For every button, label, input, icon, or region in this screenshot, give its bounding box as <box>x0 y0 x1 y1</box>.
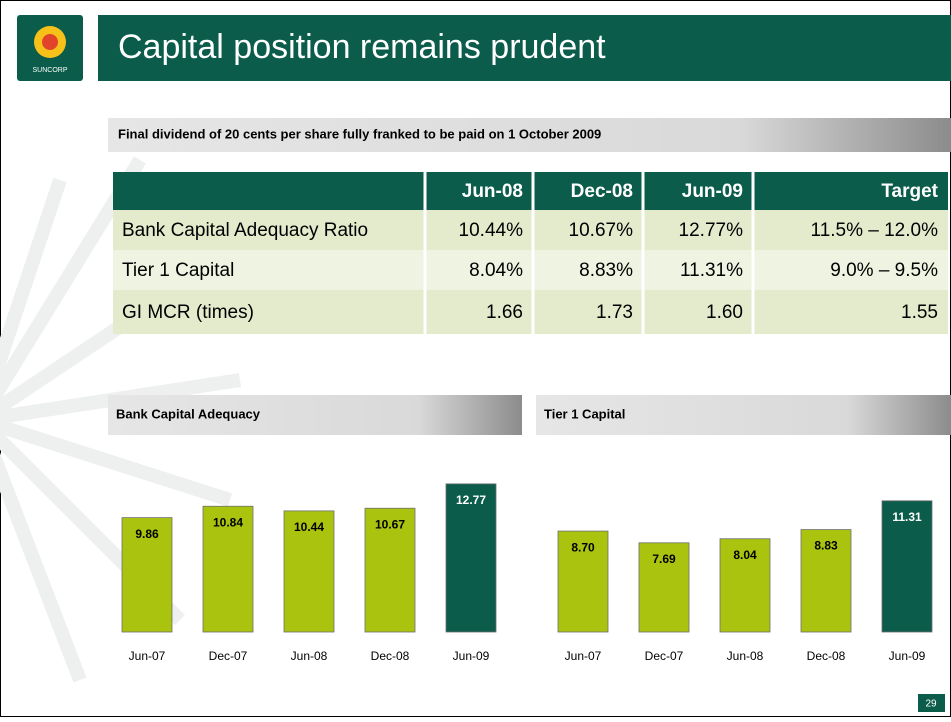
data-label: 10.44 <box>294 520 324 534</box>
chart-title: Bank Capital Adequacy <box>116 406 261 421</box>
table-cell: 10.67% <box>569 220 634 241</box>
table-cell: 11.31% <box>680 260 743 281</box>
x-tick-label: Dec-07 <box>209 649 248 663</box>
table-cell: 11.5% – 12.0% <box>811 220 939 241</box>
table-cell: 8.83% <box>579 260 633 281</box>
x-tick-label: Dec-08 <box>807 649 846 663</box>
x-tick-label: Jun-08 <box>291 649 328 663</box>
table-cell: 9.0% – 9.5% <box>830 260 938 281</box>
table-cell: 1.73 <box>596 302 633 323</box>
column-header: Jun-09 <box>682 181 743 202</box>
data-label: 8.70 <box>571 540 595 554</box>
title: Capital position remains prudent <box>118 28 606 66</box>
data-label: 12.77 <box>456 493 486 507</box>
x-tick-label: Jun-08 <box>727 649 764 663</box>
page-number: 29 <box>925 699 937 710</box>
table-cell: 1.55 <box>901 302 938 323</box>
table-cell: 1.66 <box>486 302 523 323</box>
table-header-row <box>113 172 948 210</box>
column-header: Dec-08 <box>571 181 633 202</box>
x-tick-label: Jun-07 <box>129 649 166 663</box>
table-cell: 12.77% <box>679 220 744 241</box>
table-cell: 8.04% <box>469 260 523 281</box>
x-tick-label: Dec-08 <box>371 649 410 663</box>
row-label: Tier 1 Capital <box>122 260 234 281</box>
logo-icon-center <box>42 34 58 50</box>
data-label: 8.83 <box>814 539 838 553</box>
data-label: 7.69 <box>652 552 676 566</box>
chart-title: Tier 1 Capital <box>544 406 625 421</box>
table-cell: 1.60 <box>706 302 743 323</box>
data-label: 10.84 <box>213 515 243 529</box>
data-label: 9.86 <box>135 527 159 541</box>
x-tick-label: Jun-09 <box>453 649 490 663</box>
column-header: Target <box>881 181 938 202</box>
x-tick-label: Jun-09 <box>889 649 926 663</box>
data-label: 11.31 <box>892 510 922 524</box>
logo-text: SUNCORP <box>32 67 67 74</box>
row-label: GI MCR (times) <box>122 302 254 323</box>
table-row <box>113 250 948 290</box>
table-cell: 10.44% <box>459 220 524 241</box>
slide: SUNCORP Capital position remains prudent… <box>0 0 951 717</box>
x-tick-label: Dec-07 <box>645 649 684 663</box>
table: Jun-08 Dec-08 Jun-09 Target Bank Capital Ade… <box>113 172 948 334</box>
column-header: Jun-08 <box>462 181 523 202</box>
row-label: Bank Capital Adequacy Ratio <box>122 220 368 241</box>
subtitle: Final dividend of 20 cents per share ful… <box>118 126 601 141</box>
data-label: 10.67 <box>375 517 405 531</box>
data-label: 8.04 <box>733 548 757 562</box>
x-tick-label: Jun-07 <box>565 649 602 663</box>
